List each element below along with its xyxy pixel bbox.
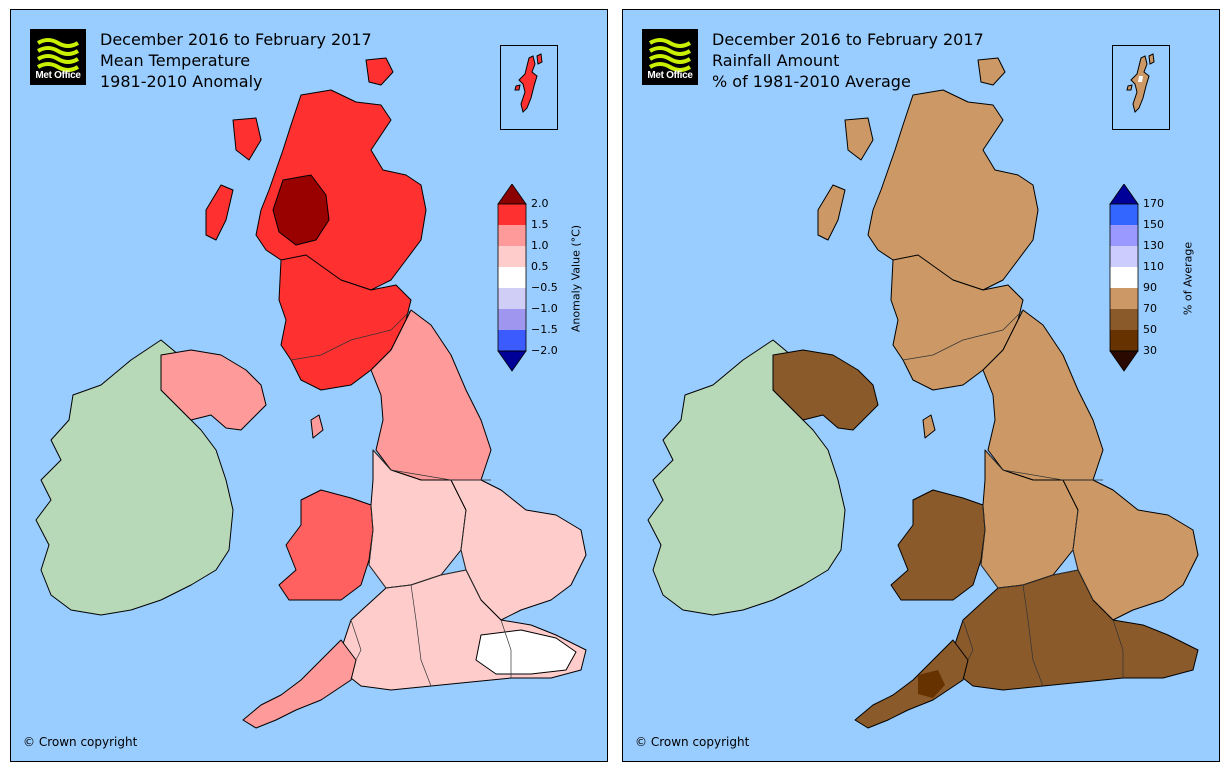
colorbar-bottom-arrow xyxy=(497,350,527,372)
northern-ireland-region xyxy=(772,349,879,431)
colorbar-segment xyxy=(1110,288,1138,309)
colorbar-top-arrow xyxy=(1109,184,1139,205)
colorbar-tick-label: 130 xyxy=(1143,239,1164,252)
region-border xyxy=(385,569,467,589)
rainfall-colorbar xyxy=(1109,184,1139,372)
colorbar-tick-label: −2.0 xyxy=(531,344,558,357)
orkney-region xyxy=(977,57,1006,86)
colorbar-tick-label: 110 xyxy=(1143,260,1164,273)
met-office-waves-icon xyxy=(648,38,692,72)
title-line-period: December 2016 to February 2017 xyxy=(100,30,372,49)
colorbar-tick-label: 50 xyxy=(1143,323,1157,336)
southwest-peninsula-region xyxy=(242,639,357,729)
isle-of-man-region xyxy=(922,414,936,439)
colorbar-segment xyxy=(1110,225,1138,246)
colorbar-segment xyxy=(498,288,526,309)
colorbar-segment xyxy=(1110,246,1138,267)
colorbar-top-arrow xyxy=(497,184,527,205)
region-border xyxy=(500,619,512,678)
orkney-region xyxy=(365,57,394,86)
colorbar-tick-label: 2.0 xyxy=(531,197,549,210)
region-border xyxy=(460,509,482,601)
region-border xyxy=(902,309,1024,361)
colorbar-tick-label: 30 xyxy=(1143,344,1157,357)
temperature-map-panel: Met Office December 2016 to February 201… xyxy=(10,9,608,762)
colorbar-segment xyxy=(1110,267,1138,288)
region-border xyxy=(350,619,362,661)
temperature-anomaly-map xyxy=(35,57,587,729)
colorbar-segment xyxy=(498,330,526,351)
region-border xyxy=(962,619,974,661)
isle-of-man-region xyxy=(310,414,324,439)
colorbar-segment xyxy=(498,309,526,330)
title-line-baseline: % of 1981-2010 Average xyxy=(712,72,911,91)
southeast-region xyxy=(475,629,577,675)
colorbar-tick-label: −1.0 xyxy=(531,302,558,315)
copyright-notice: © Crown copyright xyxy=(23,735,138,749)
met-office-logo: Met Office xyxy=(642,29,698,85)
region-border xyxy=(1022,584,1044,687)
dartmoor-dry-patch xyxy=(918,670,945,698)
map-title: December 2016 to February 2017 Rainfall … xyxy=(712,29,984,92)
region-border xyxy=(1072,509,1094,601)
colorbar-segment xyxy=(1110,330,1138,351)
rainfall-percent-map xyxy=(647,57,1199,729)
region-border xyxy=(372,449,491,481)
logo-text: Met Office xyxy=(35,70,81,81)
scotland-hotspot-region xyxy=(272,174,330,246)
title-line-baseline: 1981-2010 Anomaly xyxy=(100,72,263,91)
colorbar-segment xyxy=(498,204,526,225)
colorbar-tick-label: 0.5 xyxy=(531,260,549,273)
copyright-notice: © Crown copyright xyxy=(635,735,750,749)
colorbar-segment xyxy=(498,225,526,246)
region-border xyxy=(1112,619,1124,678)
region-border xyxy=(980,504,999,589)
colorbar-tick-label: 90 xyxy=(1143,281,1157,294)
colorbar-tick-label: 1.0 xyxy=(531,239,549,252)
shetland-inset xyxy=(1112,45,1170,130)
met-office-logo: Met Office xyxy=(30,29,86,85)
hebrides-region xyxy=(817,184,846,241)
colorbar-title: % of Average xyxy=(1181,241,1195,316)
colorbar-tick-label: 170 xyxy=(1143,197,1164,210)
colorbar-bottom-arrow xyxy=(1109,350,1139,372)
shetland-inset xyxy=(500,45,558,130)
skye-region xyxy=(844,117,874,161)
colorbar-segment xyxy=(1110,204,1138,225)
region-border xyxy=(368,504,387,589)
region-border xyxy=(997,569,1079,589)
wales-region xyxy=(278,489,374,601)
title-line-variable: Mean Temperature xyxy=(100,51,251,70)
region-border xyxy=(410,584,432,687)
colorbar-tick-label: 70 xyxy=(1143,302,1157,315)
map-title: December 2016 to February 2017 Mean Temp… xyxy=(100,29,372,92)
title-line-variable: Rainfall Amount xyxy=(712,51,840,70)
colorbar-title: Anomaly Value (°C) xyxy=(569,224,583,333)
hebrides-region xyxy=(205,184,234,241)
northern-ireland-region xyxy=(160,349,267,431)
colorbar-tick-label: −0.5 xyxy=(531,281,558,294)
wales-region xyxy=(890,489,986,601)
skye-region xyxy=(232,117,262,161)
colorbar-tick-label: 150 xyxy=(1143,218,1164,231)
colorbar-segment xyxy=(498,246,526,267)
logo-text: Met Office xyxy=(647,70,693,81)
northern-england-region xyxy=(370,309,492,481)
northern-england-region xyxy=(982,309,1104,481)
southwest-peninsula-region xyxy=(854,639,969,729)
region-border xyxy=(290,309,412,361)
temperature-colorbar xyxy=(497,184,527,372)
met-office-waves-icon xyxy=(36,38,80,72)
colorbar-segment xyxy=(498,267,526,288)
title-line-period: December 2016 to February 2017 xyxy=(712,30,984,49)
colorbar-tick-label: 1.5 xyxy=(531,218,549,231)
region-border xyxy=(984,449,1103,481)
rainfall-map-panel: Met Office December 2016 to February 201… xyxy=(622,9,1220,762)
colorbar-tick-label: −1.5 xyxy=(531,323,558,336)
colorbar-segment xyxy=(1110,309,1138,330)
